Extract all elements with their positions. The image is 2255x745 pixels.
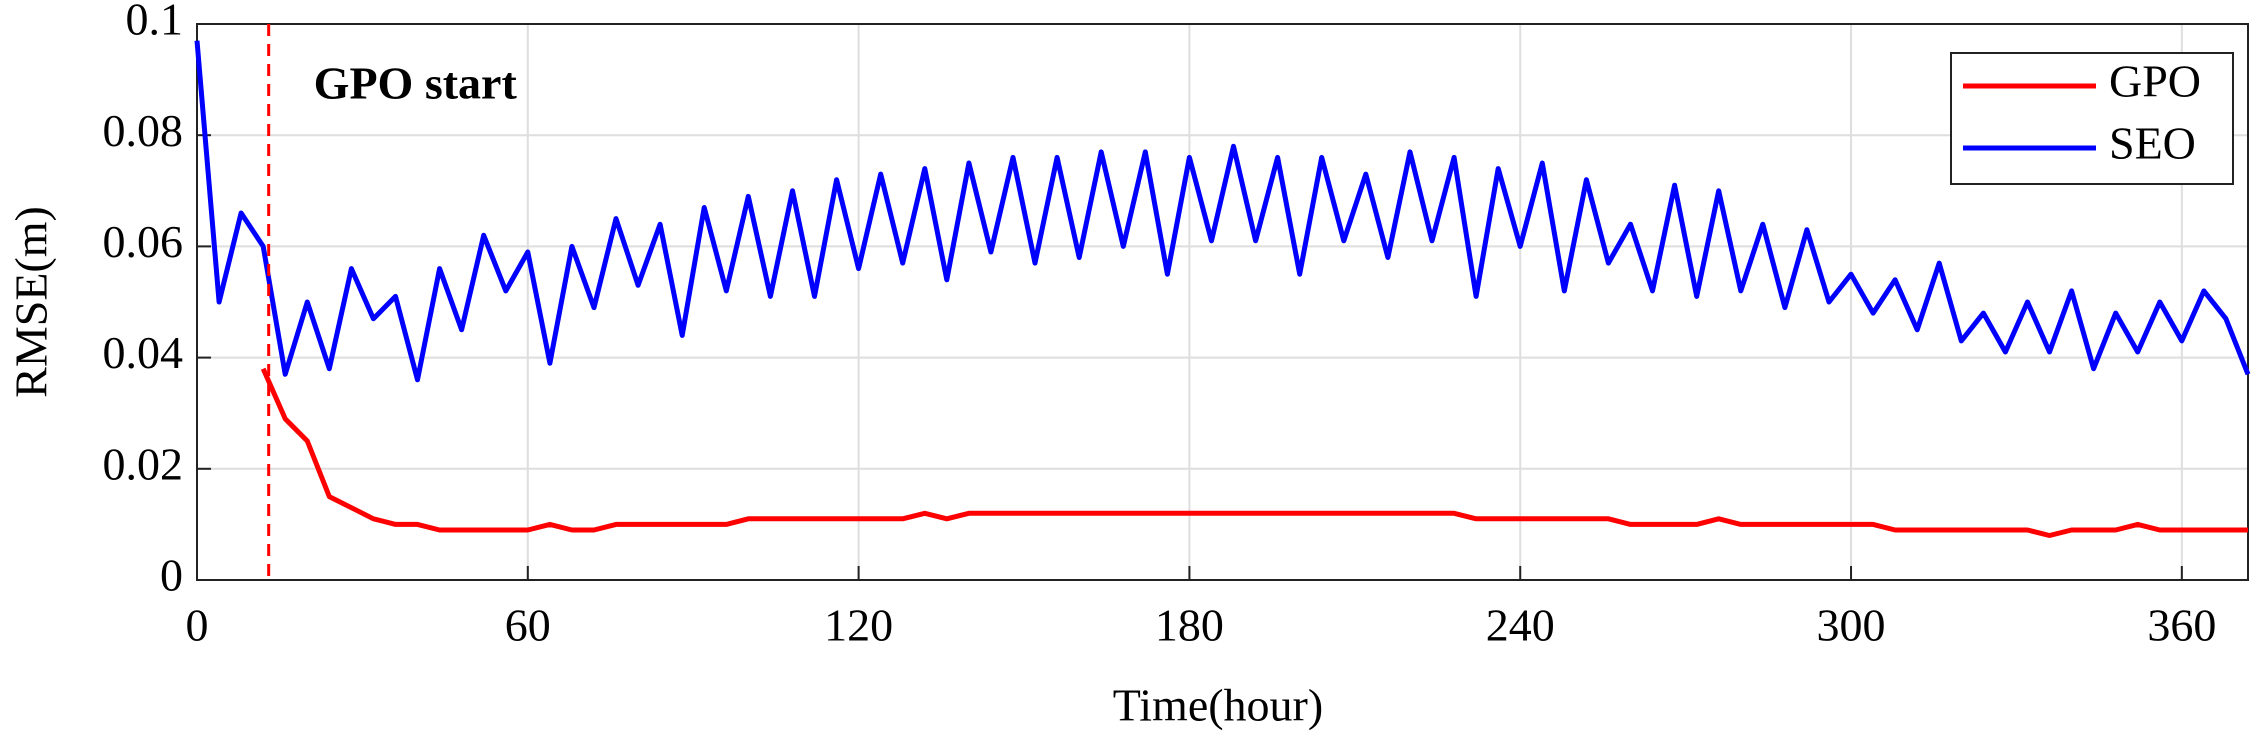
x-axis-label: Time(hour) <box>1113 680 1323 731</box>
y-tick-label: 0.08 <box>103 105 184 156</box>
x-tick-label: 360 <box>2147 600 2216 651</box>
y-tick-label: 0.06 <box>103 216 184 267</box>
x-tick-label: 60 <box>505 600 551 651</box>
y-axis-label: RMSE(m) <box>6 206 57 398</box>
x-tick-label: 300 <box>1817 600 1886 651</box>
series-line <box>260 367 2248 538</box>
x-tick-label: 180 <box>1155 600 1224 651</box>
legend-label: GPO <box>2109 56 2201 107</box>
series-line <box>194 40 2251 383</box>
x-tick-label: 0 <box>186 600 209 651</box>
plot-frame <box>196 23 2249 581</box>
x-tick-label: 240 <box>1486 600 1555 651</box>
y-tick-label: 0.04 <box>103 327 184 378</box>
y-tick-label: 0.1 <box>126 0 184 45</box>
annotation-text: GPO start <box>314 58 518 109</box>
legend-box <box>1950 52 2234 185</box>
legend-label: SEO <box>2109 118 2196 169</box>
y-tick-label: 0.02 <box>103 438 184 489</box>
x-tick-label: 120 <box>824 600 893 651</box>
y-tick-label: 0 <box>160 550 183 601</box>
